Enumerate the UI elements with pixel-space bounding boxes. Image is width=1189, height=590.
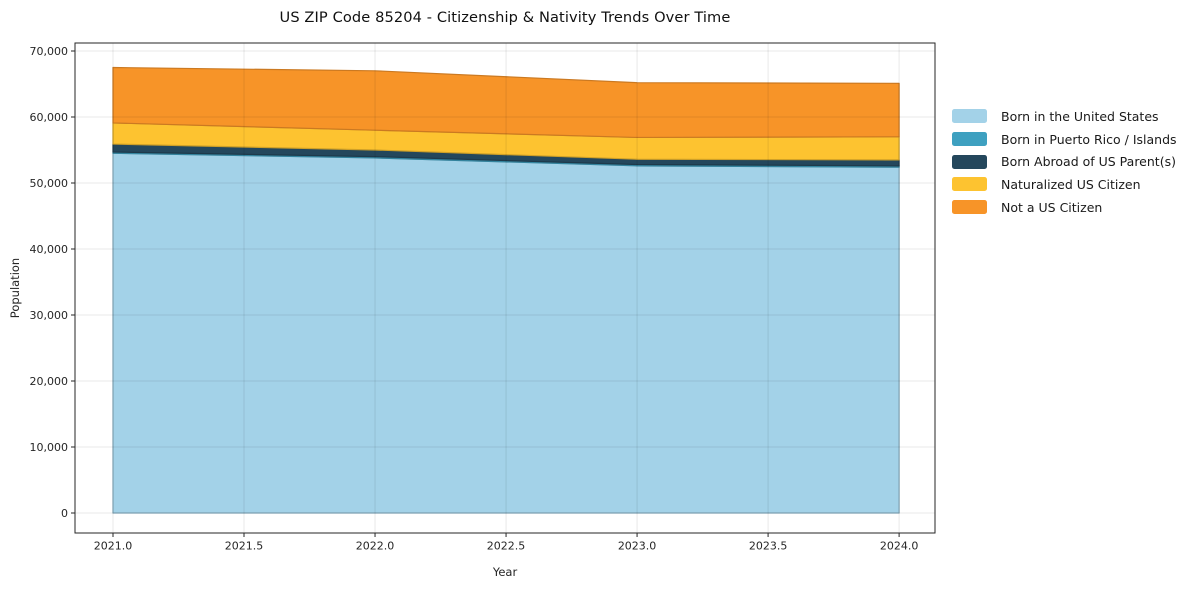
- y-tick-label: 30,000: [30, 309, 69, 322]
- x-tick-label: 2022.0: [356, 540, 395, 553]
- legend-swatch-icon: [952, 154, 987, 169]
- legend-swatch-icon: [952, 132, 987, 147]
- y-tick-label: 60,000: [30, 111, 69, 124]
- legend-label: Not a US Citizen: [1001, 199, 1103, 215]
- legend-label: Born in Puerto Rico / Islands: [1001, 131, 1177, 147]
- y-tick-label: 0: [61, 507, 68, 520]
- y-tick-label: 40,000: [30, 243, 69, 256]
- legend-swatch-icon: [952, 200, 987, 215]
- x-tick-label: 2023.5: [749, 540, 788, 553]
- y-tick-label: 10,000: [30, 441, 69, 454]
- y-axis-label: Population: [8, 257, 22, 319]
- legend-item-naturalized-us-citizen: Naturalized US Citizen: [952, 173, 1177, 196]
- x-tick-label: 2024.0: [880, 540, 919, 553]
- y-tick-label: 50,000: [30, 177, 69, 190]
- legend-swatch-icon: [952, 177, 987, 192]
- x-tick-label: 2022.5: [487, 540, 526, 553]
- chart-title: US ZIP Code 85204 - Citizenship & Nativi…: [279, 9, 731, 26]
- legend-label: Born Abroad of US Parent(s): [1001, 154, 1176, 170]
- x-tick-label: 2023.0: [618, 540, 657, 553]
- legend-item-born-in-puerto-rico-islands: Born in Puerto Rico / Islands: [952, 128, 1177, 151]
- axes-frame: [74, 42, 936, 534]
- legend-item-not-a-us-citizen: Not a US Citizen: [952, 196, 1177, 219]
- legend-label: Naturalized US Citizen: [1001, 176, 1141, 192]
- legend-item-born-abroad-of-us-parent-s: Born Abroad of US Parent(s): [952, 150, 1177, 173]
- x-axis-label: Year: [492, 565, 518, 579]
- area-not-a-us-citizen: [112, 66, 900, 139]
- y-tick-label: 70,000: [30, 45, 69, 58]
- legend-swatch-icon: [952, 109, 987, 124]
- y-tick-label: 20,000: [30, 375, 69, 388]
- x-tick-label: 2021.0: [94, 540, 133, 553]
- legend-label: Born in the United States: [1001, 108, 1159, 124]
- legend: Born in the United States Born in Puerto …: [952, 105, 1177, 218]
- legend-item-born-in-the-united-states: Born in the United States: [952, 105, 1177, 128]
- x-tick-label: 2021.5: [225, 540, 264, 553]
